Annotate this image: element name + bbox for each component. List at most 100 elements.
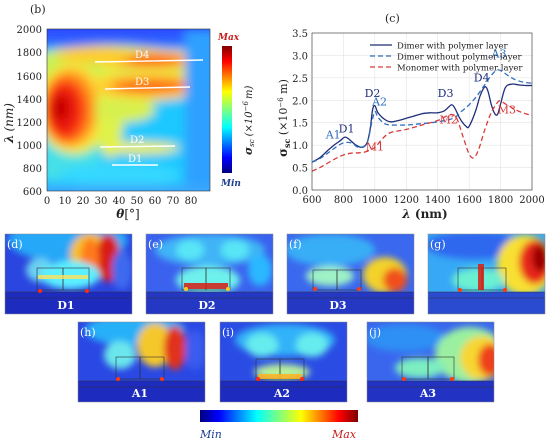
chart-frame: [311, 32, 533, 191]
heatmap-xlabel: θ[°]: [116, 207, 139, 221]
y-tick-label: 1.5: [292, 119, 308, 130]
x-tick-label: 1800: [488, 195, 513, 206]
chart-y-ticks: 0.0 0.5 1.0 1.5 2.0 2.5 3.0 3.5: [292, 29, 308, 197]
x-tick-label: 1400: [425, 195, 450, 206]
field-map-a1-mode: A1: [131, 387, 148, 400]
y-tick-label: 0.5: [292, 164, 308, 175]
svg-text:2000: 2000: [17, 25, 42, 36]
field-colorbar-min: Min: [199, 428, 222, 441]
field-map-a3-mode: A3: [419, 387, 436, 400]
annotation-d2: D2: [365, 87, 381, 100]
field-map-a2: (i) A2: [219, 321, 348, 403]
field-map-d1: (d) D1: [4, 233, 133, 315]
field-map-d3-mode: D3: [329, 299, 346, 312]
mode-label-d3: D3: [135, 77, 149, 88]
colorbar-quantity-label: σsc(×10−6m): [242, 86, 256, 155]
heatmap-field: [47, 29, 210, 191]
annotation-d3: D3: [438, 87, 454, 100]
annotation-m2: M2: [440, 114, 458, 127]
svg-text:1000: 1000: [17, 141, 42, 152]
y-tick-label: 1.0: [292, 141, 308, 152]
legend-entry-dimer-with-polymer: Dimer with polymer layer: [397, 42, 509, 52]
y-tick-label: 3.0: [292, 51, 308, 62]
mode-label-d1: D1: [128, 154, 142, 165]
field-map-d2: (e) D2: [145, 233, 274, 315]
svg-text:30: 30: [95, 196, 108, 207]
field-map-d4: (g): [427, 233, 546, 315]
heatmap-colorbar: [222, 46, 232, 173]
panel-c: (c) 0.0 0.5 1.0 1.5 2.0 2.5 3.0 3.5 600 800 1000 1…: [276, 12, 545, 221]
y-tick-label: 3.5: [292, 29, 308, 40]
svg-text:800: 800: [23, 164, 42, 175]
annotation-d4: D4: [474, 71, 490, 84]
annotation-m1: M1: [366, 141, 384, 154]
x-tick-label: 600: [302, 195, 321, 206]
mode-line-d3: [104, 86, 191, 90]
series-line-dimer-with-polymer: [312, 83, 532, 163]
x-tick-label: 2000: [519, 195, 544, 206]
y-tick-label: 2.0: [292, 96, 308, 107]
annotation-a3: A3: [491, 48, 507, 61]
field-map-d3-letter: (f): [289, 238, 302, 251]
annotation-d1: D1: [339, 123, 355, 136]
svg-text:0: 0: [44, 196, 50, 207]
svg-text:50: 50: [131, 196, 144, 207]
svg-text:1800: 1800: [17, 48, 42, 59]
x-tick-label: 1600: [456, 195, 481, 206]
y-tick-label: 2.5: [292, 74, 308, 85]
x-tick-label: 800: [334, 195, 353, 206]
field-map-row-2: (h) A1 (i): [77, 321, 495, 403]
colorbar-max-label: Max: [217, 33, 240, 43]
field-colorbar-gradient: [200, 410, 358, 422]
svg-text:10: 10: [59, 196, 72, 207]
field-map-d3: (f) D3: [286, 233, 415, 315]
heatmap-ylabel: λ(nm): [2, 103, 16, 144]
svg-text:80: 80: [185, 196, 198, 207]
field-map-a1-letter: (h): [80, 326, 96, 339]
svg-text:40: 40: [113, 196, 126, 207]
chart-xlabel: λ (nm): [401, 207, 447, 221]
panel-b: (b): [2, 3, 256, 221]
series-line-monomer-with-polymer: [312, 100, 532, 172]
field-map-a3: (j) A3: [366, 321, 495, 403]
svg-text:1200: 1200: [17, 118, 42, 129]
panel-c-label: (c): [385, 12, 400, 25]
mode-label-d4: D4: [135, 50, 149, 61]
field-map-d1-mode: D1: [57, 299, 74, 312]
chart-series: [312, 69, 532, 172]
colorbar-min-label: Min: [220, 179, 241, 189]
chart-ylabel: σsc (×10−6 m): [276, 79, 292, 157]
field-map-d2-mode: D2: [198, 299, 215, 312]
heatmap-plot: D4 D3 D2 D1: [47, 29, 210, 191]
field-map-a3-letter: (j): [369, 326, 381, 339]
field-map-d1-letter: (d): [7, 238, 23, 251]
annotation-a1: A1: [325, 128, 341, 141]
mode-label-d2: D2: [130, 135, 144, 146]
annotation-m3: M3: [498, 104, 516, 117]
panel-b-label: (b): [30, 3, 46, 16]
x-tick-label: 1200: [394, 195, 419, 206]
mode-line-d4: [94, 59, 204, 63]
svg-text:600: 600: [23, 187, 42, 198]
annotation-a2: A2: [371, 96, 387, 109]
heatmap-y-ticks: 2000 1800 1600 1400 1200 1000 800 600: [17, 25, 42, 198]
mode-line-d2: [99, 145, 176, 148]
chart-x-ticks: 600 800 1000 1200 1400 1600 1800 2000: [302, 195, 544, 206]
series-line-dimer-without-polymer: [312, 69, 532, 163]
svg-text:70: 70: [167, 196, 180, 207]
legend-entry-dimer-without-polymer: Dimer without polymer layer: [397, 53, 523, 63]
field-map-d4-letter: (g): [430, 238, 446, 251]
field-map-row-1: (d) D1: [4, 233, 546, 315]
field-map-a2-mode: A2: [273, 387, 290, 400]
svg-text:20: 20: [77, 196, 90, 207]
field-colorbar-max: Max: [331, 428, 357, 441]
svg-text:1600: 1600: [17, 72, 42, 83]
svg-text:60: 60: [149, 196, 162, 207]
legend-entry-monomer-with-polymer: Monomer with polymer layer: [397, 64, 523, 74]
heatmap-frame: [46, 28, 211, 192]
heatmap-x-ticks: 0 10 20 30 40 50 60 70 80: [44, 196, 198, 207]
svg-text:1400: 1400: [17, 95, 42, 106]
